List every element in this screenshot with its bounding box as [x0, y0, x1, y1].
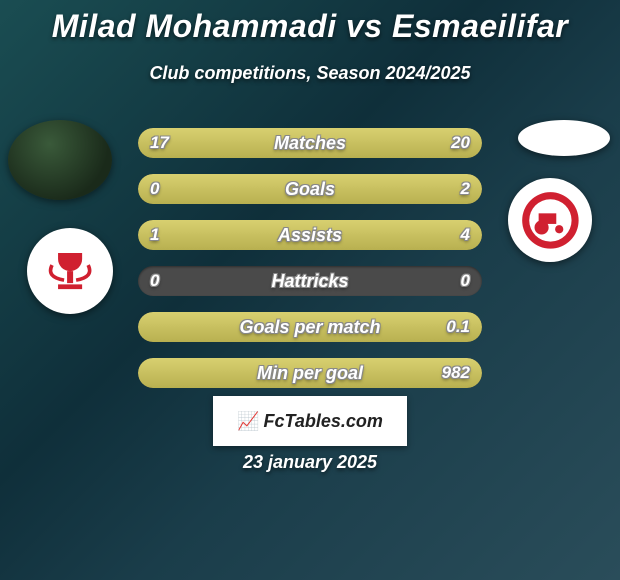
stat-row: Goals per match 0.1	[138, 312, 482, 342]
stat-label: Hattricks	[138, 266, 482, 296]
stat-value-right: 0	[461, 266, 470, 296]
stat-label: Matches	[138, 128, 482, 158]
stat-label: Assists	[138, 220, 482, 250]
stat-row: Min per goal 982	[138, 358, 482, 388]
stat-row: 0 Goals 2	[138, 174, 482, 204]
stat-row: 1 Assists 4	[138, 220, 482, 250]
stat-value-right: 2	[461, 174, 470, 204]
player-right-photo	[518, 120, 610, 156]
brand-badge[interactable]: 📈 FcTables.com	[213, 396, 407, 446]
stat-value-right: 20	[451, 128, 470, 158]
stat-row: 17 Matches 20	[138, 128, 482, 158]
brand-text: FcTables.com	[264, 411, 383, 432]
stat-label: Min per goal	[138, 358, 482, 388]
tractor-icon	[521, 191, 580, 250]
chart-icon: 📈	[237, 411, 259, 432]
club-right-logo	[508, 178, 592, 262]
trophy-icon	[40, 241, 100, 301]
page-title: Milad Mohammadi vs Esmaeilifar	[0, 0, 620, 45]
stat-value-right: 0.1	[446, 312, 470, 342]
subtitle: Club competitions, Season 2024/2025	[0, 63, 620, 84]
date-text: 23 january 2025	[0, 452, 620, 473]
club-left-logo	[27, 228, 113, 314]
stat-value-right: 4	[461, 220, 470, 250]
player-left-photo	[8, 120, 112, 200]
stat-label: Goals per match	[138, 312, 482, 342]
stat-row: 0 Hattricks 0	[138, 266, 482, 296]
stat-label: Goals	[138, 174, 482, 204]
stat-value-right: 982	[442, 358, 470, 388]
comparison-infographic: Milad Mohammadi vs Esmaeilifar Club comp…	[0, 0, 620, 580]
